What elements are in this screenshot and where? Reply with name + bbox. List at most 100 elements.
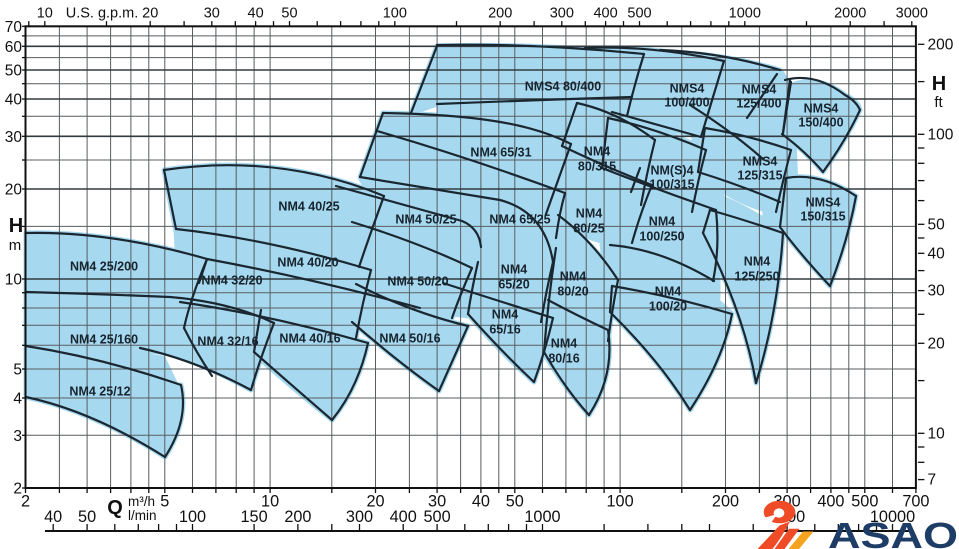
svg-text:30: 30 [5,129,23,146]
svg-text:40: 40 [472,493,490,511]
svg-text:NM4 40/16: NM4 40/16 [279,332,340,346]
svg-text:1000: 1000 [524,508,560,526]
svg-text:ft: ft [934,94,943,111]
svg-text:80/20: 80/20 [557,285,588,299]
svg-text:10: 10 [261,493,279,511]
svg-text:150: 150 [241,508,268,526]
svg-text:NM4 40/20: NM4 40/20 [277,256,338,270]
svg-text:NMS4: NMS4 [804,102,839,116]
svg-text:NMS4: NMS4 [743,155,778,169]
svg-text:NM4 50/16: NM4 50/16 [379,332,440,346]
svg-text:100: 100 [179,508,206,526]
svg-text:10: 10 [5,272,23,289]
svg-text:150/315: 150/315 [800,210,845,224]
svg-text:NM4: NM4 [551,337,577,351]
svg-text:NM4: NM4 [584,145,610,159]
svg-text:NM4: NM4 [501,263,527,277]
svg-text:NM4 65/31: NM4 65/31 [470,146,531,160]
svg-text:NM4 32/16: NM4 32/16 [197,335,258,349]
svg-text:NM4 65/25: NM4 65/25 [489,213,550,227]
svg-text:30: 30 [204,6,220,22]
svg-text:125/315: 125/315 [737,169,782,183]
svg-text:NM4: NM4 [655,285,681,299]
svg-text:2000: 2000 [834,6,866,22]
svg-text:10: 10 [928,425,946,442]
svg-text:700: 700 [902,493,929,511]
svg-text:500: 500 [627,6,651,22]
svg-text:NM4: NM4 [492,308,518,322]
svg-text:4: 4 [13,391,22,408]
svg-text:20: 20 [142,6,158,22]
svg-text:5: 5 [13,362,22,379]
svg-text:400: 400 [593,6,617,22]
svg-text:5: 5 [160,493,169,511]
svg-text:400: 400 [390,508,417,526]
svg-text:NMS4: NMS4 [670,82,705,96]
svg-text:40: 40 [5,92,23,109]
svg-text:7: 7 [928,472,937,489]
svg-text:100/250: 100/250 [639,230,684,244]
svg-text:200: 200 [284,508,311,526]
svg-text:70: 70 [5,19,23,36]
svg-text:80/16: 80/16 [548,352,579,366]
svg-text:20: 20 [928,335,946,352]
svg-text:100/20: 100/20 [649,300,687,314]
svg-text:10: 10 [37,6,53,22]
svg-text:200: 200 [928,36,954,53]
svg-text:400: 400 [817,493,844,511]
svg-text:300: 300 [346,508,373,526]
svg-text:500: 500 [424,508,451,526]
svg-text:3000: 3000 [896,6,928,22]
svg-text:200: 200 [712,493,739,511]
svg-text:NM4 25/160: NM4 25/160 [70,333,138,347]
svg-text:Q: Q [107,497,123,519]
svg-text:NMS4 80/400: NMS4 80/400 [525,80,601,94]
svg-text:H: H [932,73,946,95]
svg-text:50: 50 [5,63,23,80]
svg-text:100/400: 100/400 [664,96,709,110]
svg-text:40: 40 [44,508,62,526]
svg-text:m: m [9,237,22,254]
svg-text:300: 300 [550,6,574,22]
svg-text:50: 50 [281,6,297,22]
svg-text:NM4: NM4 [649,215,675,229]
svg-text:2: 2 [21,493,30,511]
svg-text:50: 50 [78,508,96,526]
svg-text:U.S. g.p.m.: U.S. g.p.m. [66,6,139,22]
svg-text:NM4 50/20: NM4 50/20 [387,275,448,289]
svg-text:NMS4: NMS4 [806,196,841,210]
svg-text:65/20: 65/20 [498,278,529,292]
svg-text:125/400: 125/400 [736,97,781,111]
svg-text:m³/h: m³/h [128,494,155,509]
svg-text:NM4 25/200: NM4 25/200 [70,260,138,274]
svg-text:20: 20 [5,182,23,199]
svg-text:ASAO: ASAO [828,515,958,549]
svg-text:10000: 10000 [870,508,915,526]
svg-text:NM4: NM4 [560,270,586,284]
svg-text:100/315: 100/315 [649,178,694,192]
svg-text:NMS4: NMS4 [742,83,777,97]
svg-text:H: H [9,215,23,237]
svg-text:100: 100 [607,493,634,511]
svg-text:NM4 50/25: NM4 50/25 [395,213,456,227]
svg-text:60: 60 [5,39,23,56]
svg-text:NM(S)4: NM(S)4 [650,164,693,178]
svg-text:100: 100 [928,126,954,143]
svg-text:1000: 1000 [729,6,761,22]
svg-text:150/400: 150/400 [798,116,843,130]
svg-text:20: 20 [366,493,384,511]
svg-text:50: 50 [506,493,524,511]
svg-text:50: 50 [928,216,946,233]
svg-text:2: 2 [13,481,22,498]
svg-text:NM4 32/20: NM4 32/20 [201,274,262,288]
svg-text:500: 500 [851,493,878,511]
svg-text:65/16: 65/16 [489,323,520,337]
svg-text:3: 3 [13,428,22,445]
svg-text:NM4: NM4 [744,255,770,269]
svg-text:NM4 40/25: NM4 40/25 [278,200,339,214]
svg-text:30: 30 [428,493,446,511]
svg-text:80/315: 80/315 [578,160,616,174]
svg-text:NM4: NM4 [576,207,602,221]
svg-text:l/min: l/min [128,508,157,523]
svg-text:80/25: 80/25 [573,222,604,236]
